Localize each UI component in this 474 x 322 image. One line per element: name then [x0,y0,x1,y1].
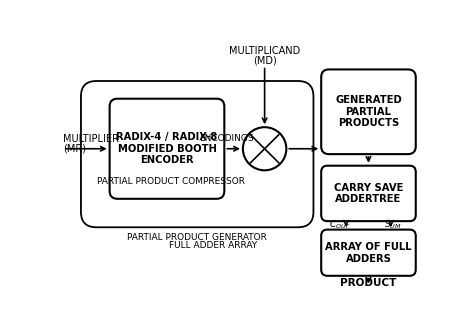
Text: ARRAY OF FULL
ADDERS: ARRAY OF FULL ADDERS [325,242,412,263]
Text: (MR): (MR) [63,144,86,154]
FancyBboxPatch shape [81,81,313,227]
Text: PARTIAL PRODUCT GENERATOR: PARTIAL PRODUCT GENERATOR [127,233,267,242]
Circle shape [243,127,286,170]
Text: CARRY SAVE
ADDERTREE: CARRY SAVE ADDERTREE [334,183,403,204]
Text: PARTIAL PRODUCT COMPRESSOR: PARTIAL PRODUCT COMPRESSOR [97,176,245,185]
Text: $S_{UM}$: $S_{UM}$ [383,219,401,231]
Text: MULTIPLICAND: MULTIPLICAND [229,46,300,56]
Text: (MD): (MD) [253,56,276,66]
Text: ENCODINGS: ENCODINGS [200,134,254,143]
FancyBboxPatch shape [321,230,416,276]
FancyBboxPatch shape [321,70,416,154]
Text: FULL ADDER ARRAY: FULL ADDER ARRAY [169,241,257,250]
FancyBboxPatch shape [321,166,416,221]
Text: MULTIPLIER: MULTIPLIER [63,134,119,144]
Text: GENERATED
PARTIAL
PRODUCTS: GENERATED PARTIAL PRODUCTS [335,95,402,128]
Text: RADIX-4 / RADIX-8
MODIFIED BOOTH
ENCODER: RADIX-4 / RADIX-8 MODIFIED BOOTH ENCODER [116,132,218,166]
Text: $C_{OUT}$: $C_{OUT}$ [329,219,352,231]
Text: PRODUCT: PRODUCT [340,278,397,288]
FancyBboxPatch shape [109,99,224,199]
